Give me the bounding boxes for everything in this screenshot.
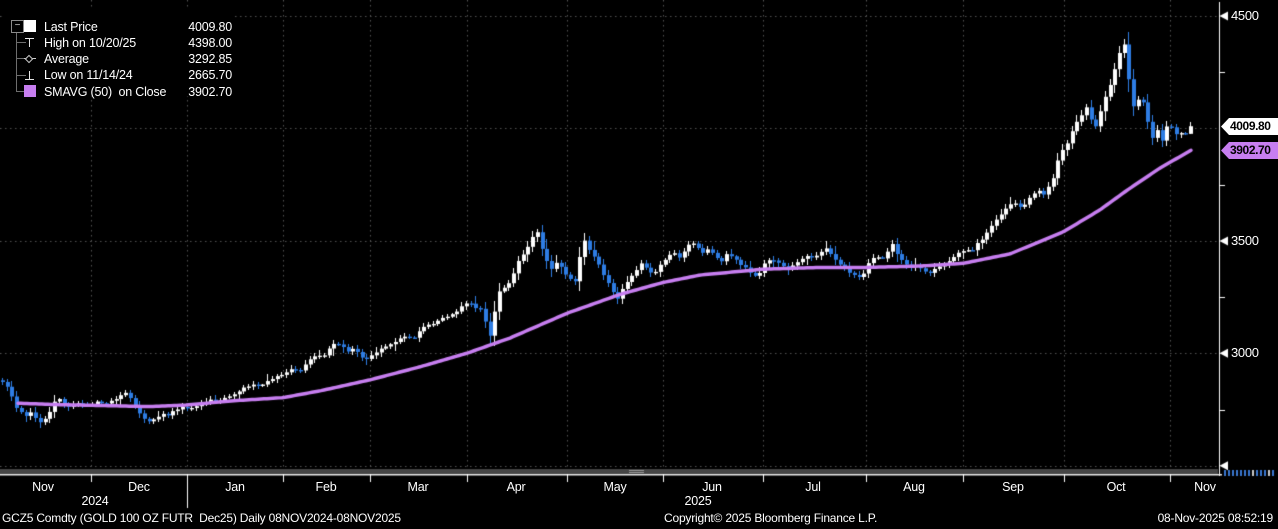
security-description: GCZ5 Comdty (GOLD 100 OZ FUTR Dec25) Dai…	[2, 511, 401, 525]
legend-row-high[interactable]: High on 10/20/25 4398.00	[4, 35, 234, 51]
legend-tree-stub	[16, 75, 26, 76]
high-t-marker-icon	[25, 38, 34, 49]
last-price-tag: 4009.80	[1221, 118, 1278, 135]
x-axis-month-label: May	[603, 480, 627, 494]
average-diamond-marker-icon	[24, 54, 36, 63]
legend-value: 3902.70	[188, 85, 232, 99]
copyright-text: Copyright© 2025 Bloomberg Finance L.P.	[664, 511, 878, 525]
x-axis-month-label: Dec	[128, 480, 150, 494]
x-axis-month-label: Nov	[32, 480, 54, 494]
legend-tree-stub	[16, 58, 26, 59]
x-axis-month-label: Oct	[1106, 480, 1126, 494]
low-t-marker-icon	[25, 69, 34, 80]
legend-label: Average	[44, 52, 89, 66]
y-axis-price-label: 4500	[1231, 8, 1259, 23]
legend-tree-line	[16, 30, 17, 92]
legend-row-last-price[interactable]: Last Price 4009.80	[4, 19, 234, 35]
x-axis-month-label: Jun	[702, 480, 722, 494]
x-axis-month-label: Nov	[1194, 480, 1216, 494]
legend-label: High on 10/20/25	[44, 36, 137, 50]
x-axis-year-label: 2024	[81, 494, 109, 508]
sma-swatch-icon	[24, 85, 36, 97]
x-axis-month-label: Mar	[407, 480, 429, 494]
y-axis-price-label: 3000	[1231, 345, 1259, 361]
legend-row-average[interactable]: Average 3292.85	[4, 51, 234, 67]
legend-expander-icon[interactable]: −	[11, 20, 24, 33]
legend-tree-stub	[16, 42, 26, 43]
x-axis-year-label: 2025	[684, 494, 712, 508]
y-axis-price-label: 3500	[1231, 232, 1259, 248]
legend-label: Low on 11/14/24	[44, 68, 133, 82]
legend-value: 2665.70	[188, 68, 232, 82]
chart-scrollbar[interactable]	[0, 468, 1218, 477]
legend-row-smavg[interactable]: SMAVG (50) on Close 3902.70	[4, 84, 234, 100]
last-price-swatch-icon	[24, 20, 36, 32]
x-axis-month-label: Aug	[903, 480, 925, 494]
sma-value-tag: 3902.70	[1221, 142, 1278, 159]
chart-legend: − Last Price 4009.80 High on 10/20/25 43…	[4, 8, 234, 99]
legend-value: 4009.80	[188, 20, 232, 34]
x-axis-month-label: Apr	[506, 480, 526, 494]
status-bar: GCZ5 Comdty (GOLD 100 OZ FUTR Dec25) Dai…	[0, 509, 1278, 529]
legend-label: SMAVG (50) on Close	[44, 85, 167, 99]
x-axis-month-label: Jul	[805, 480, 821, 494]
legend-label: Last Price	[44, 20, 98, 34]
legend-value: 4398.00	[188, 36, 232, 50]
legend-tree-stub	[16, 91, 26, 92]
legend-row-low[interactable]: Low on 11/14/24 2665.70	[4, 67, 234, 83]
x-axis-month-label: Jan	[225, 480, 245, 494]
x-axis-month-label: Feb	[315, 480, 337, 494]
legend-value: 3292.85	[188, 52, 232, 66]
x-axis-month-label: Sep	[1002, 480, 1024, 494]
timestamp: 08-Nov-2025 08:52:19	[1157, 511, 1274, 525]
